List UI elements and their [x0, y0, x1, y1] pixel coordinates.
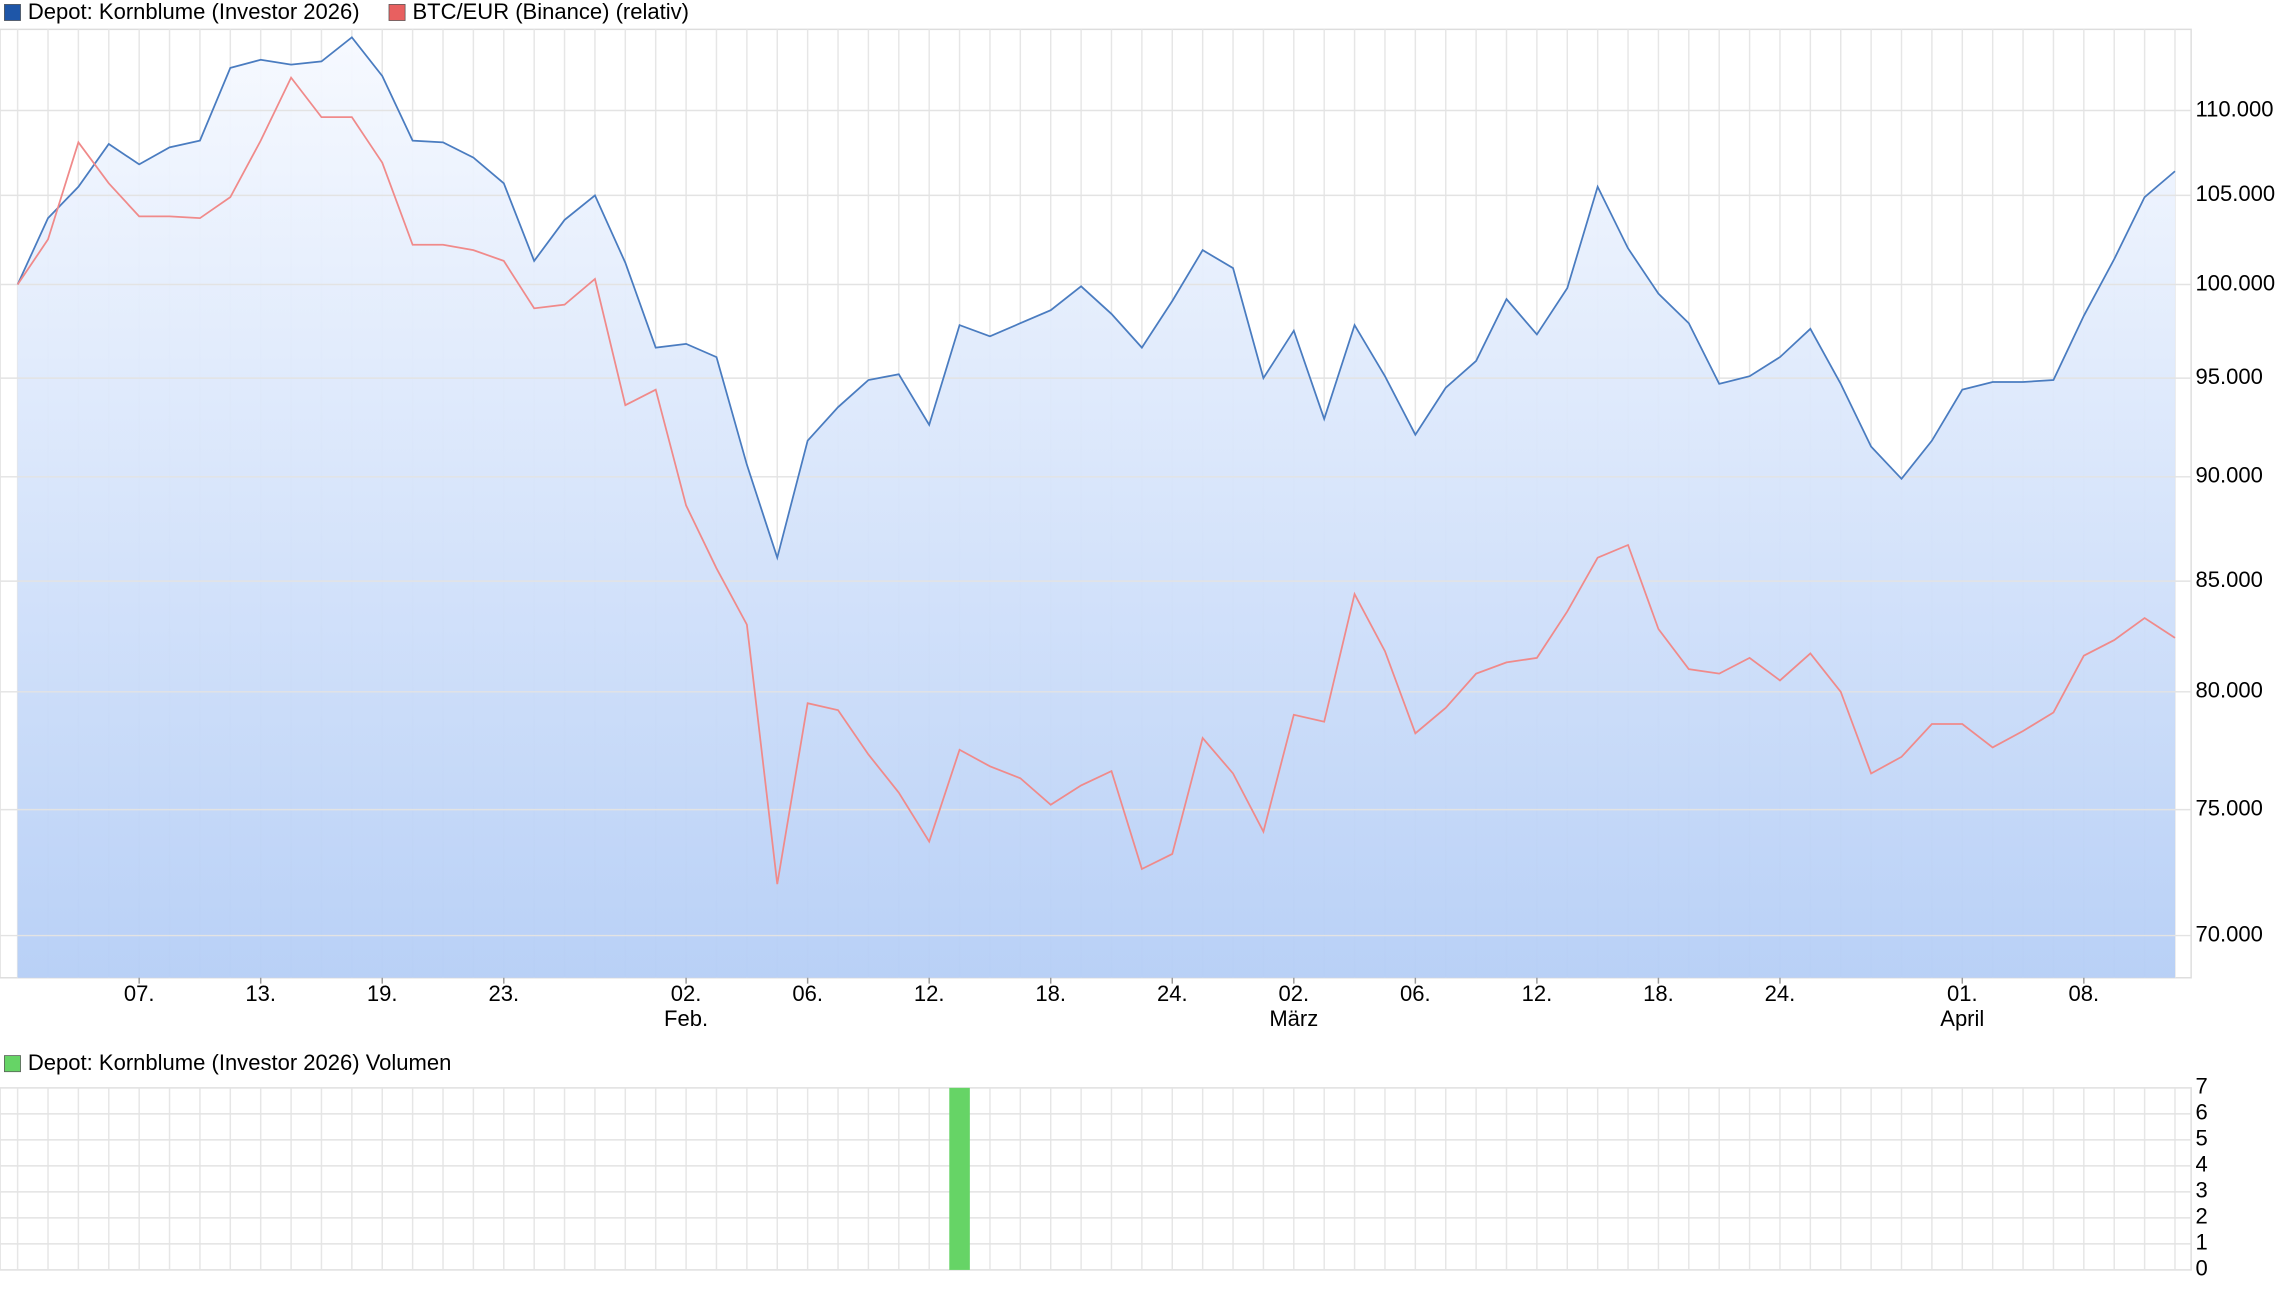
series-line	[16, 36, 2176, 561]
y-tick-label: 85.000	[2196, 567, 2263, 592]
x-tick-label: 13.	[245, 981, 276, 1006]
y-tick-label: 105.000	[2196, 181, 2276, 206]
legend-swatch	[4, 1055, 21, 1073]
legend-label: BTC/EUR (Binance) (relativ)	[412, 0, 689, 24]
y-tick-label: 7	[2196, 1074, 2208, 1099]
legend-swatch	[4, 4, 21, 21]
y-tick-label: 90.000	[2196, 463, 2263, 488]
y-tick-label: 1	[2196, 1230, 2208, 1255]
series-area	[17, 37, 2175, 978]
y-tick-label: 100.000	[2196, 270, 2276, 295]
x-tick-label: 24.	[1157, 981, 1188, 1006]
legend-swatch	[388, 4, 406, 21]
x-tick-label: 19.	[367, 981, 398, 1006]
legend-label: Depot: Kornblume (Investor 2026)	[28, 0, 360, 24]
x-month-label: März	[1269, 1006, 1318, 1031]
y-tick-label: 3	[2196, 1178, 2208, 1203]
x-tick-label: 02.	[671, 981, 702, 1006]
x-tick-label: 18.	[1643, 981, 1674, 1006]
x-tick-label: 02.	[1278, 981, 1309, 1006]
y-tick-label: 95.000	[2196, 364, 2263, 389]
x-tick-label: 06.	[792, 981, 823, 1006]
y-tick-label: 6	[2196, 1100, 2208, 1125]
y-tick-label: 4	[2196, 1152, 2208, 1177]
x-tick-label: 08.	[2069, 981, 2100, 1006]
y-tick-label: 2	[2196, 1204, 2208, 1229]
legend-label: Depot: Kornblume (Investor 2026) Volumen	[28, 1050, 452, 1075]
y-tick-label: 80.000	[2196, 678, 2263, 703]
plot-background	[0, 1087, 2192, 1271]
x-month-label: Feb.	[664, 1006, 708, 1031]
y-tick-label: 75.000	[2196, 795, 2263, 820]
x-tick-label: 12.	[1522, 981, 1553, 1006]
x-tick-label: 01.	[1947, 981, 1978, 1006]
x-tick-label: 06.	[1400, 981, 1431, 1006]
x-tick-label: 18.	[1035, 981, 1066, 1006]
x-tick-label: 24.	[1765, 981, 1796, 1006]
x-tick-label: 23.	[488, 981, 519, 1006]
x-tick-label: 12.	[914, 981, 945, 1006]
y-tick-label: 0	[2196, 1256, 2208, 1281]
bar	[949, 1087, 970, 1270]
series-line	[16, 75, 2176, 885]
x-tick-label: 07.	[124, 981, 155, 1006]
y-tick-label: 5	[2196, 1126, 2208, 1151]
y-tick-label: 110.000	[2196, 96, 2274, 121]
x-month-label: April	[1940, 1006, 1984, 1031]
y-tick-label: 70.000	[2196, 921, 2263, 946]
